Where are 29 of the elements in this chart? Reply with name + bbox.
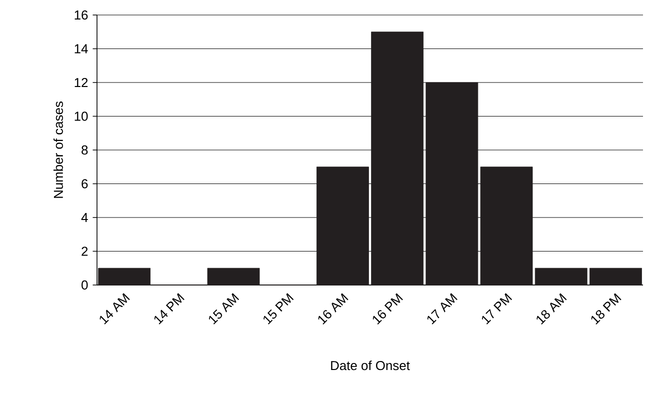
- bar: [426, 82, 478, 286]
- bar: [590, 268, 642, 286]
- x-tick-label: 15 AM: [208, 293, 240, 324]
- y-tick-label: 8: [82, 145, 88, 155]
- bar: [98, 268, 150, 286]
- x-tick-label: 16 PM: [372, 293, 403, 325]
- x-axis-title: Date of Onset: [331, 360, 410, 370]
- bar: [371, 32, 424, 286]
- y-tick-label: 16: [74, 10, 88, 20]
- bar: [534, 268, 588, 286]
- x-tick-label: 16 AM: [318, 293, 348, 325]
- y-tick-label: 0: [82, 280, 88, 290]
- bar: [207, 268, 260, 286]
- x-tick-label: 14 AM: [100, 293, 130, 324]
- x-tick-label: 18 PM: [591, 293, 622, 325]
- x-tick-label: 18 AM: [536, 293, 567, 325]
- bar: [480, 166, 533, 286]
- x-tick-label: 17 AM: [427, 293, 458, 324]
- x-tick-label: 14 PM: [154, 293, 184, 324]
- y-axis-title: Number of cases: [53, 102, 63, 198]
- y-tick-label: 12: [74, 78, 88, 88]
- y-tick-label: 10: [74, 112, 88, 121]
- y-tick-label: 2: [82, 246, 88, 256]
- y-tick-label: 4: [81, 213, 88, 222]
- x-tick-label: 17 PM: [482, 293, 512, 324]
- bar: [316, 166, 369, 286]
- y-tick-label: 14: [74, 44, 88, 54]
- x-tick-label: 15 PM: [264, 293, 294, 324]
- y-tick-label: 6: [82, 179, 88, 188]
